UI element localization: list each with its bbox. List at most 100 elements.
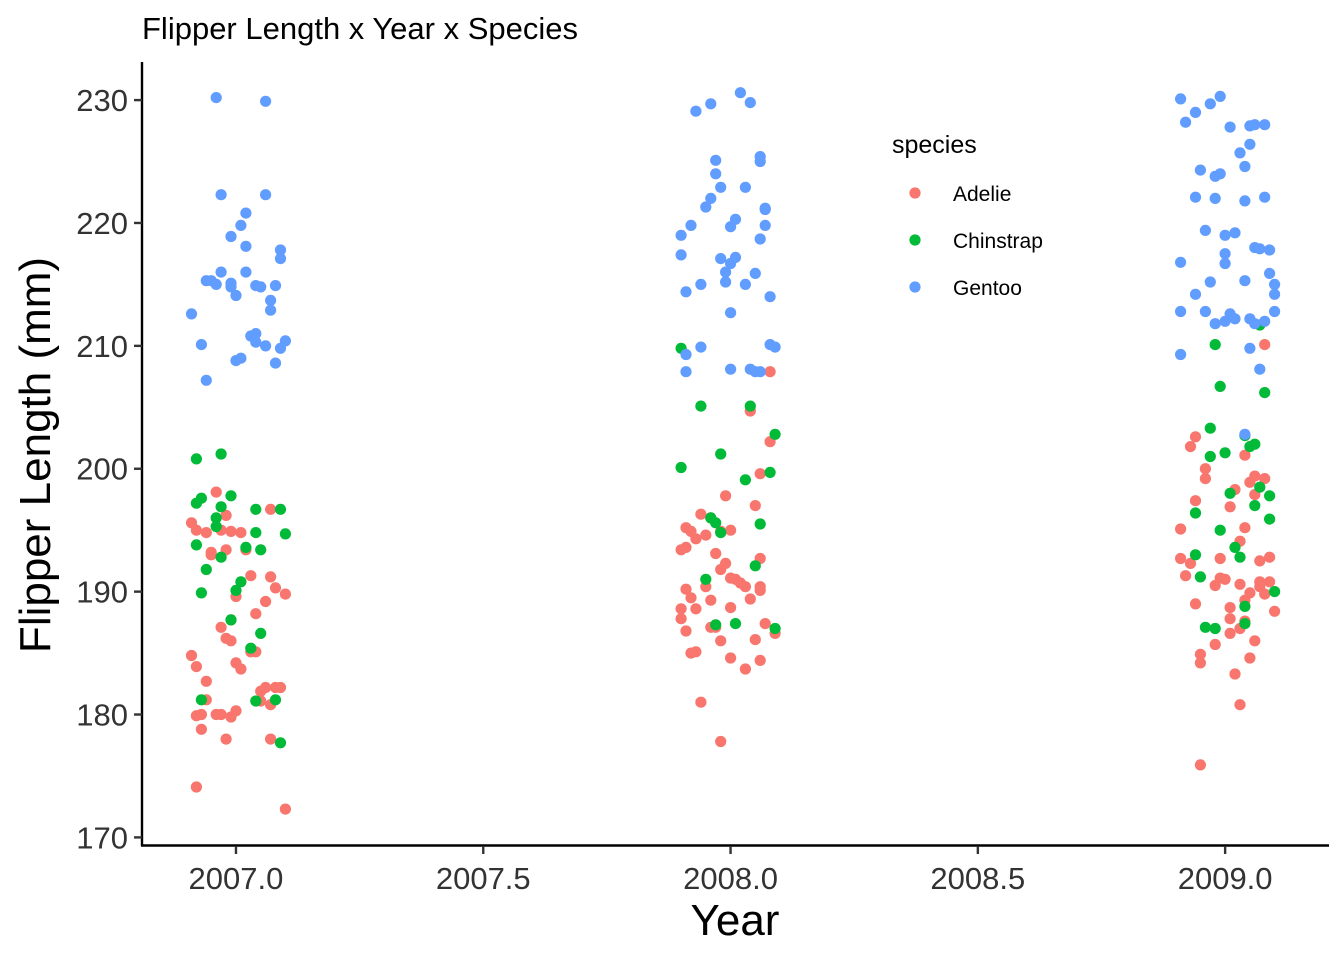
point-adelie [260,595,272,608]
point-chinstrap [250,503,262,515]
point-gentoo [1269,305,1281,318]
point-gentoo [705,98,717,110]
point-gentoo [675,229,687,241]
point-chinstrap [255,627,267,640]
point-adelie [710,547,722,560]
point-adelie [725,524,737,536]
point-adelie [675,603,687,615]
point-adelie [754,654,766,667]
y-tick-label: 180 [76,698,128,733]
point-adelie [1194,648,1206,660]
point-chinstrap [250,695,262,707]
point-adelie [744,593,756,605]
point-adelie [1254,555,1266,567]
point-gentoo [700,201,712,213]
point-gentoo [675,249,687,261]
x-axis-ticks: 2007.0 2007.5 2008.0 2008.5 2009.0 [189,846,1273,896]
point-adelie [1234,578,1246,590]
point-chinstrap [1259,387,1271,399]
point-gentoo [1175,348,1187,361]
point-chinstrap [195,587,207,599]
point-adelie [1224,627,1236,640]
point-adelie [185,649,198,662]
point-adelie [220,509,232,521]
point-chinstrap [1214,524,1226,536]
point-gentoo [754,155,766,168]
x-tick-label: 2007.0 [189,861,284,896]
point-gentoo [250,328,262,340]
point-adelie [1199,463,1211,475]
point-adelie [1244,652,1256,664]
point-gentoo [260,95,272,107]
point-chinstrap [190,453,202,465]
point-adelie [1249,470,1261,482]
x-tick-label: 2008.5 [930,861,1025,896]
point-adelie [690,533,702,545]
point-chinstrap [190,539,202,551]
point-gentoo [1219,257,1231,270]
point-gentoo [690,105,702,117]
point-adelie [695,508,707,520]
point-adelie [200,675,212,687]
point-gentoo [1194,164,1206,176]
point-chinstrap [749,560,761,572]
point-adelie [190,781,202,793]
y-tick-label: 170 [76,820,128,855]
point-chinstrap [1239,618,1251,630]
point-gentoo [265,304,277,316]
point-adelie [274,681,287,694]
point-adelie [250,608,262,620]
point-chinstrap [739,474,752,486]
point-chinstrap [1249,438,1261,450]
point-adelie [225,525,237,538]
point-gentoo [200,374,212,386]
point-adelie [1199,473,1211,485]
point-gentoo [260,189,272,201]
point-adelie [215,708,227,721]
point-gentoo [680,348,692,361]
legend: species Adelie Chinstrap Gentoo [892,131,1043,300]
y-axis-title: Flipper Length (mm) [11,257,60,653]
point-gentoo [240,240,252,252]
point-chinstrap [274,737,287,749]
point-chinstrap [764,466,776,478]
point-chinstrap [1269,586,1281,598]
point-gentoo [1254,363,1266,375]
point-chinstrap [225,614,237,626]
point-gentoo [710,168,722,180]
point-gentoo [210,92,222,104]
point-gentoo [705,192,717,204]
point-gentoo [1269,278,1281,290]
point-gentoo [240,266,252,278]
x-tick-label: 2007.5 [436,861,531,896]
point-gentoo [210,278,222,290]
point-gentoo [269,357,282,369]
point-chinstrap [700,573,712,585]
point-gentoo [754,366,766,378]
point-gentoo [1259,119,1271,131]
point-gentoo [274,253,287,265]
point-chinstrap [1204,422,1216,434]
point-chinstrap [195,694,207,706]
point-adelie [705,594,717,606]
point-adelie [1189,495,1202,507]
point-adelie [265,733,277,745]
point-gentoo [255,281,267,293]
point-gentoo [1244,138,1256,150]
point-adelie [1175,523,1187,535]
point-gentoo [1189,288,1202,300]
point-gentoo [1175,93,1187,105]
point-gentoo [1204,276,1216,288]
point-adelie [1259,339,1271,351]
point-gentoo [734,87,747,99]
point-chinstrap [715,448,727,460]
legend-key-gentoo [909,281,921,293]
point-chinstrap [1229,541,1241,554]
point-gentoo [749,267,761,279]
point-gentoo [1249,318,1261,330]
point-adelie [260,681,272,694]
point-gentoo [1249,119,1261,131]
point-adelie [1224,613,1236,625]
point-gentoo [754,233,766,245]
